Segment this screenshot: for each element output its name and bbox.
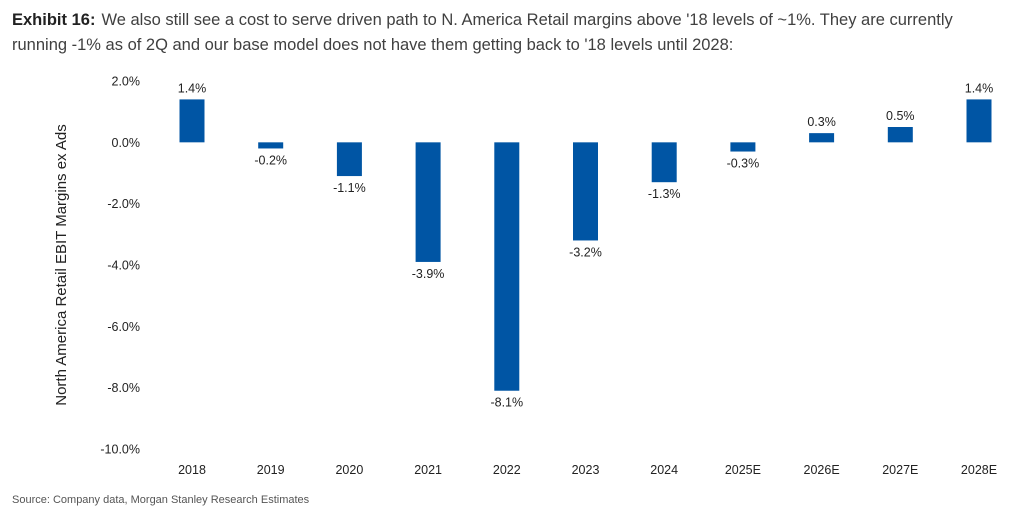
x-tick-label-2026E: 2026E <box>804 463 840 477</box>
bar-2021 <box>415 142 441 262</box>
bar-2026E <box>809 133 835 143</box>
data-label-2024: -1.3% <box>648 187 681 201</box>
data-label-2028E: 1.4% <box>965 81 994 95</box>
y-tick-label: -4.0% <box>107 259 140 273</box>
data-label-2022: -8.1% <box>490 396 523 410</box>
data-label-2023: -3.2% <box>569 245 602 259</box>
y-tick-label: -8.0% <box>107 381 140 395</box>
x-axis-tick-labels: 2018 2019 2020 2021 2022 2023 2024 2025E 2026E 20… <box>178 463 997 477</box>
bar-2018 <box>179 99 205 143</box>
exhibit-heading: Exhibit 16: We also still see a cost to s… <box>12 8 1012 58</box>
x-tick-label-2020: 2020 <box>335 463 363 477</box>
bar-2019 <box>258 142 284 149</box>
y-tick-label: -2.0% <box>107 197 140 211</box>
data-label-2025E: -0.3% <box>727 157 760 171</box>
source-note: Source: Company data, Morgan Stanley Res… <box>12 494 310 506</box>
y-tick-label: 2.0% <box>112 75 141 89</box>
y-tick-label: 0.0% <box>112 136 141 150</box>
data-labels: 1.4% -0.2% -1.1% -3.9% -8.1% -3.2% -1.3% -0.3% 0… <box>178 81 994 409</box>
y-tick-label: -10.0% <box>100 443 140 457</box>
y-tick-label: -6.0% <box>107 320 140 334</box>
x-tick-label-2018: 2018 <box>178 463 206 477</box>
bar-2025E <box>730 142 756 152</box>
y-axis-title: North America Retail EBIT Margins ex Ads <box>53 124 70 406</box>
x-tick-label-2027E: 2027E <box>882 463 918 477</box>
bar-2020 <box>336 142 362 177</box>
x-tick-label-2022: 2022 <box>493 463 521 477</box>
data-label-2026E: 0.3% <box>807 115 836 129</box>
bar-2024 <box>651 142 677 183</box>
data-label-2021: -3.9% <box>412 267 445 281</box>
bar-chart: North America Retail EBIT Margins ex Ads… <box>53 75 997 478</box>
data-label-2027E: 0.5% <box>886 109 915 123</box>
data-label-2018: 1.4% <box>178 81 207 95</box>
x-tick-label-2021: 2021 <box>414 463 442 477</box>
bar-2022 <box>494 142 520 391</box>
data-label-2020: -1.1% <box>333 181 366 195</box>
x-tick-label-2019: 2019 <box>257 463 285 477</box>
bar-2023 <box>573 142 598 241</box>
bar-2027E <box>887 127 913 143</box>
bar-series <box>179 99 992 391</box>
x-tick-label-2024: 2024 <box>650 463 678 477</box>
chart-panel: North America Retail EBIT Margins ex Ads… <box>0 62 1024 490</box>
data-label-2019: -0.2% <box>254 153 287 167</box>
exhibit-label: Exhibit 16: <box>12 11 96 29</box>
exhibit-description: We also still see a cost to serve driven… <box>12 11 953 54</box>
x-tick-label-2028E: 2028E <box>961 463 997 477</box>
x-tick-label-2025E: 2025E <box>725 463 761 477</box>
y-axis-ticks: 2.0% 0.0% -2.0% -4.0% -6.0% -8.0% -10.0% <box>100 75 140 457</box>
x-tick-label-2023: 2023 <box>572 463 600 477</box>
bar-2028E <box>966 99 992 143</box>
